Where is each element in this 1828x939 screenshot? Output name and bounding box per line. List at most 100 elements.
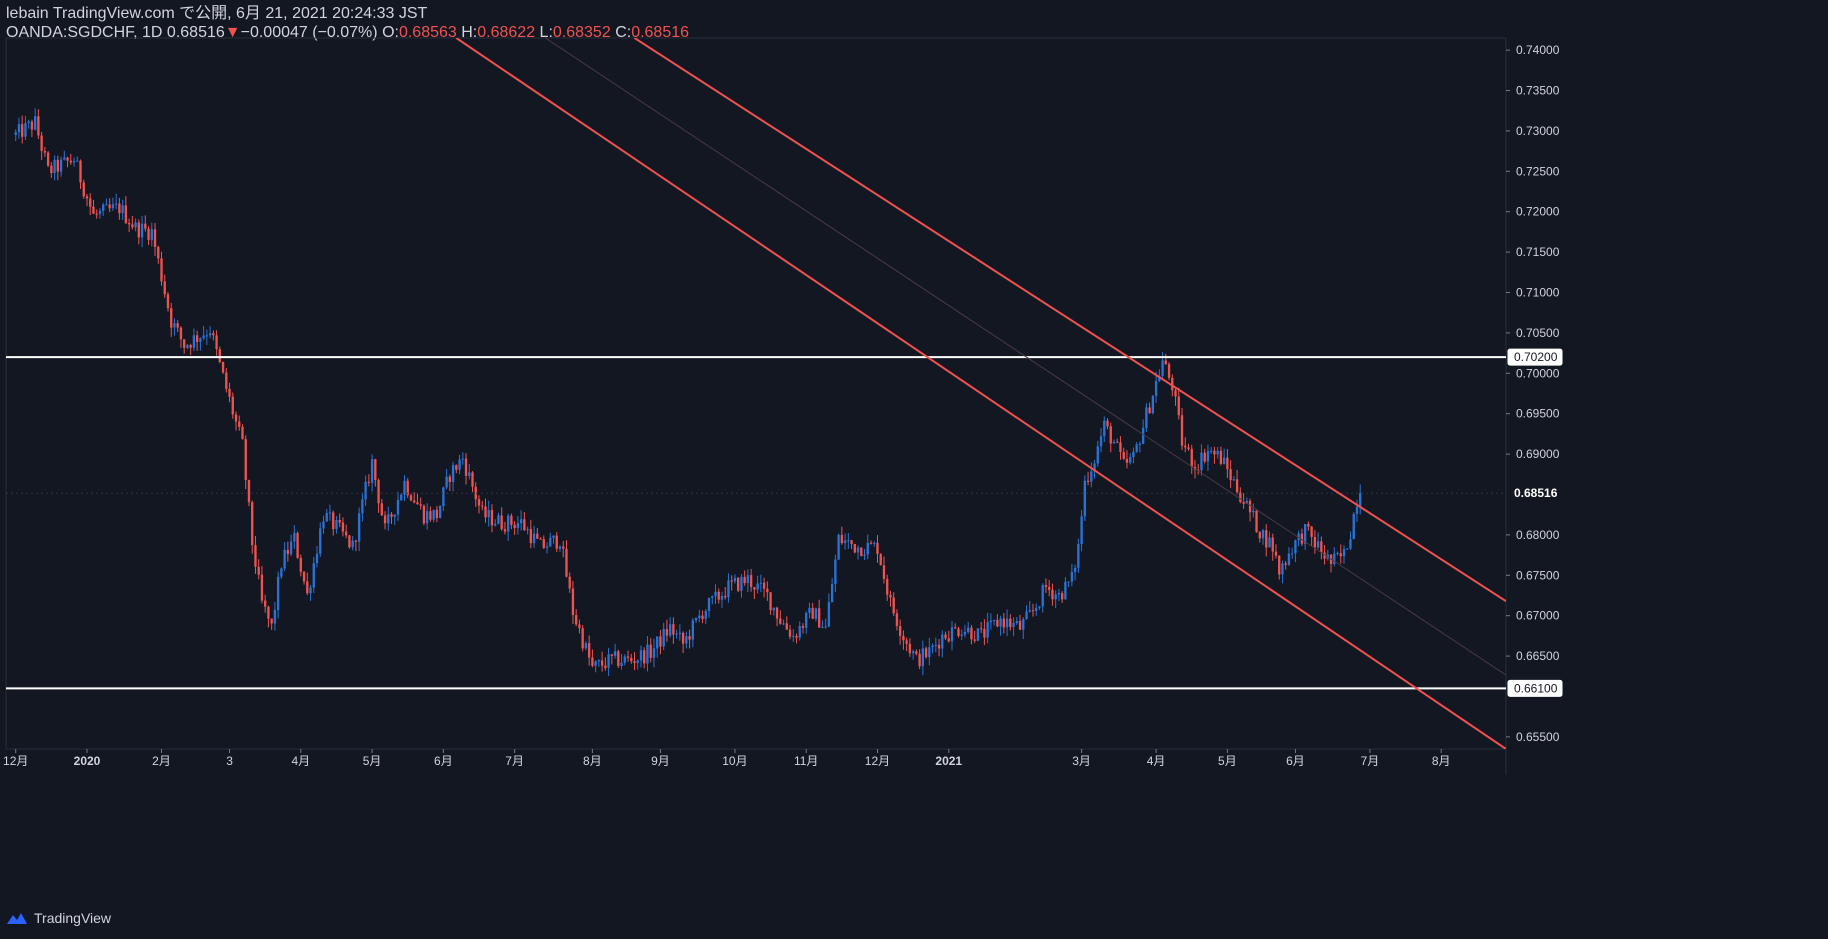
candle-body bbox=[668, 624, 672, 636]
candle-body bbox=[76, 160, 79, 162]
candle-body bbox=[1129, 457, 1132, 463]
open-label: O: bbox=[382, 24, 399, 41]
candle-body bbox=[257, 566, 260, 575]
candle-body bbox=[516, 523, 520, 528]
candle-body bbox=[840, 534, 844, 544]
candle-body bbox=[1073, 567, 1077, 572]
candle-body bbox=[976, 628, 980, 641]
candle-body bbox=[1316, 541, 1320, 548]
candle-body bbox=[56, 159, 60, 172]
candle-body bbox=[1035, 607, 1038, 611]
candle-body bbox=[1268, 537, 1271, 548]
candle-body bbox=[889, 594, 892, 598]
candle-body bbox=[827, 602, 831, 627]
candle-body bbox=[296, 533, 299, 558]
candle-body bbox=[157, 246, 160, 259]
candle-body bbox=[244, 439, 247, 481]
candle-body bbox=[591, 657, 594, 666]
candle-body bbox=[1070, 571, 1074, 582]
candle-body bbox=[795, 635, 798, 638]
price-label-text: 0.66100 bbox=[1514, 681, 1558, 695]
high-label: H: bbox=[461, 24, 478, 41]
candle-body bbox=[957, 628, 960, 637]
candle-body bbox=[737, 577, 740, 591]
candle-body bbox=[468, 472, 471, 476]
candle-body bbox=[1245, 500, 1248, 504]
candle-body bbox=[92, 206, 95, 214]
level-price-badge bbox=[1507, 348, 1563, 366]
candle-body bbox=[704, 611, 707, 619]
candle-body bbox=[526, 529, 529, 531]
candle-body bbox=[1090, 471, 1093, 482]
symbol-name[interactable]: OANDA:SGDCHF, 1D bbox=[6, 24, 163, 41]
candle-body bbox=[1028, 610, 1031, 612]
y-tick-label: 0.72000 bbox=[1516, 205, 1560, 219]
brand-name[interactable]: TradingView bbox=[34, 910, 112, 926]
candle-body bbox=[1184, 445, 1187, 448]
x-tick-label: 2月 bbox=[152, 754, 171, 768]
x-tick-label: 5月 bbox=[363, 754, 382, 768]
candle-body bbox=[934, 644, 937, 646]
candle-body bbox=[406, 480, 409, 496]
candle-body bbox=[944, 634, 947, 639]
candle-body bbox=[186, 344, 189, 348]
candle-body bbox=[869, 542, 873, 544]
candle-body bbox=[766, 588, 769, 593]
candle-body bbox=[1167, 364, 1171, 378]
candle-body bbox=[137, 222, 140, 238]
candle-body bbox=[273, 610, 277, 624]
candle-body bbox=[688, 636, 691, 640]
candle-body bbox=[941, 634, 944, 649]
candle-body bbox=[189, 344, 192, 348]
candle-body bbox=[1333, 553, 1336, 564]
candle-body bbox=[98, 210, 102, 214]
candle-body bbox=[1064, 581, 1067, 600]
candle-body bbox=[1067, 581, 1070, 583]
candle-body bbox=[309, 587, 312, 594]
candle-body bbox=[999, 618, 1002, 627]
candle-body bbox=[160, 258, 163, 282]
candle-body bbox=[66, 157, 69, 161]
candle-body bbox=[95, 213, 98, 215]
candle-body bbox=[377, 479, 380, 504]
candle-body bbox=[986, 622, 989, 638]
candle-body bbox=[448, 476, 452, 483]
candle-body bbox=[121, 205, 124, 214]
channel-midline bbox=[545, 38, 1506, 676]
candle-body bbox=[587, 643, 591, 658]
price-change: −0.00047 (−0.07%) bbox=[240, 24, 378, 41]
candle-body bbox=[643, 650, 646, 664]
x-tick-label: 2021 bbox=[935, 754, 962, 768]
candle-body bbox=[970, 627, 973, 640]
candle-body bbox=[983, 628, 986, 638]
candle-body bbox=[568, 576, 571, 589]
candle-body bbox=[1200, 452, 1203, 471]
candle-body bbox=[89, 198, 92, 207]
candle-body bbox=[241, 426, 244, 440]
candle-body bbox=[636, 660, 639, 664]
candle-body bbox=[1141, 427, 1145, 444]
candle-body bbox=[325, 513, 328, 522]
tradingview-logo-icon[interactable] bbox=[6, 911, 28, 925]
candle-body bbox=[82, 182, 85, 197]
candle-body bbox=[1106, 420, 1109, 427]
trendline-upper[interactable] bbox=[633, 38, 1506, 602]
x-tick-label: 6月 bbox=[434, 754, 453, 768]
candle-body bbox=[276, 576, 280, 611]
price-label-text: 0.68516 bbox=[1514, 486, 1558, 500]
trendline-lower[interactable] bbox=[455, 38, 1506, 749]
candle-body bbox=[1219, 450, 1223, 464]
candle-body bbox=[1177, 396, 1180, 416]
candles[interactable] bbox=[14, 108, 1362, 677]
candle-body bbox=[685, 636, 688, 644]
plot-area[interactable] bbox=[5, 37, 1507, 750]
candle-body bbox=[678, 632, 682, 634]
candle-body bbox=[649, 644, 652, 658]
candle-body bbox=[361, 499, 364, 514]
candle-body bbox=[69, 160, 72, 163]
candle-body bbox=[195, 335, 199, 342]
candle-body bbox=[1313, 536, 1317, 548]
x-tick-label: 2020 bbox=[74, 754, 101, 768]
candle-body bbox=[144, 223, 147, 229]
